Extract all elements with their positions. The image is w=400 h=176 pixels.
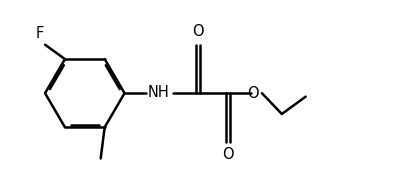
Text: O: O [222, 147, 234, 162]
Text: NH: NH [147, 85, 169, 100]
Text: O: O [248, 86, 259, 101]
Text: F: F [36, 26, 44, 41]
Text: O: O [192, 24, 204, 39]
